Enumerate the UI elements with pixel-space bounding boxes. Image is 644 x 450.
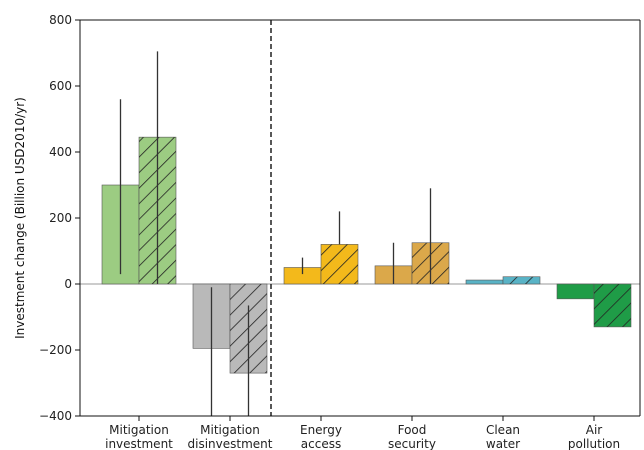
category-label-2-0: Energy <box>300 423 342 437</box>
y-tick-label-4: 400 <box>49 145 72 159</box>
y-axis-title: Investment change (Billion USD2010/yr) <box>13 97 27 339</box>
bar-hatch-overlay-4 <box>503 276 540 284</box>
category-label-3-0: Food <box>398 423 427 437</box>
y-tick-label-5: 600 <box>49 79 72 93</box>
category-label-5-1: pollution <box>568 437 620 450</box>
y-tick-label-6: 800 <box>49 13 72 27</box>
category-label-0-0: Mitigation <box>109 423 169 437</box>
y-tick-label-1: −200 <box>39 343 72 357</box>
bar-solid-5 <box>556 283 595 300</box>
category-label-5-0: Air <box>586 423 603 437</box>
bar-hatch-overlay-5 <box>594 284 631 327</box>
category-label-4-0: Clean <box>486 423 520 437</box>
category-label-1-1: disinvestment <box>188 437 273 450</box>
category-label-4-1: water <box>486 437 520 450</box>
category-label-1-0: Mitigation <box>200 423 260 437</box>
bar-hatch-overlay-2 <box>321 244 358 284</box>
y-tick-label-0: −400 <box>39 409 72 423</box>
category-label-3-1: security <box>388 437 436 450</box>
bar-solid-4 <box>465 279 504 285</box>
category-label-0-1: investment <box>105 437 173 450</box>
category-label-2-1: access <box>301 437 341 450</box>
y-tick-label-3: 200 <box>49 211 72 225</box>
y-tick-label-2: 0 <box>64 277 72 291</box>
